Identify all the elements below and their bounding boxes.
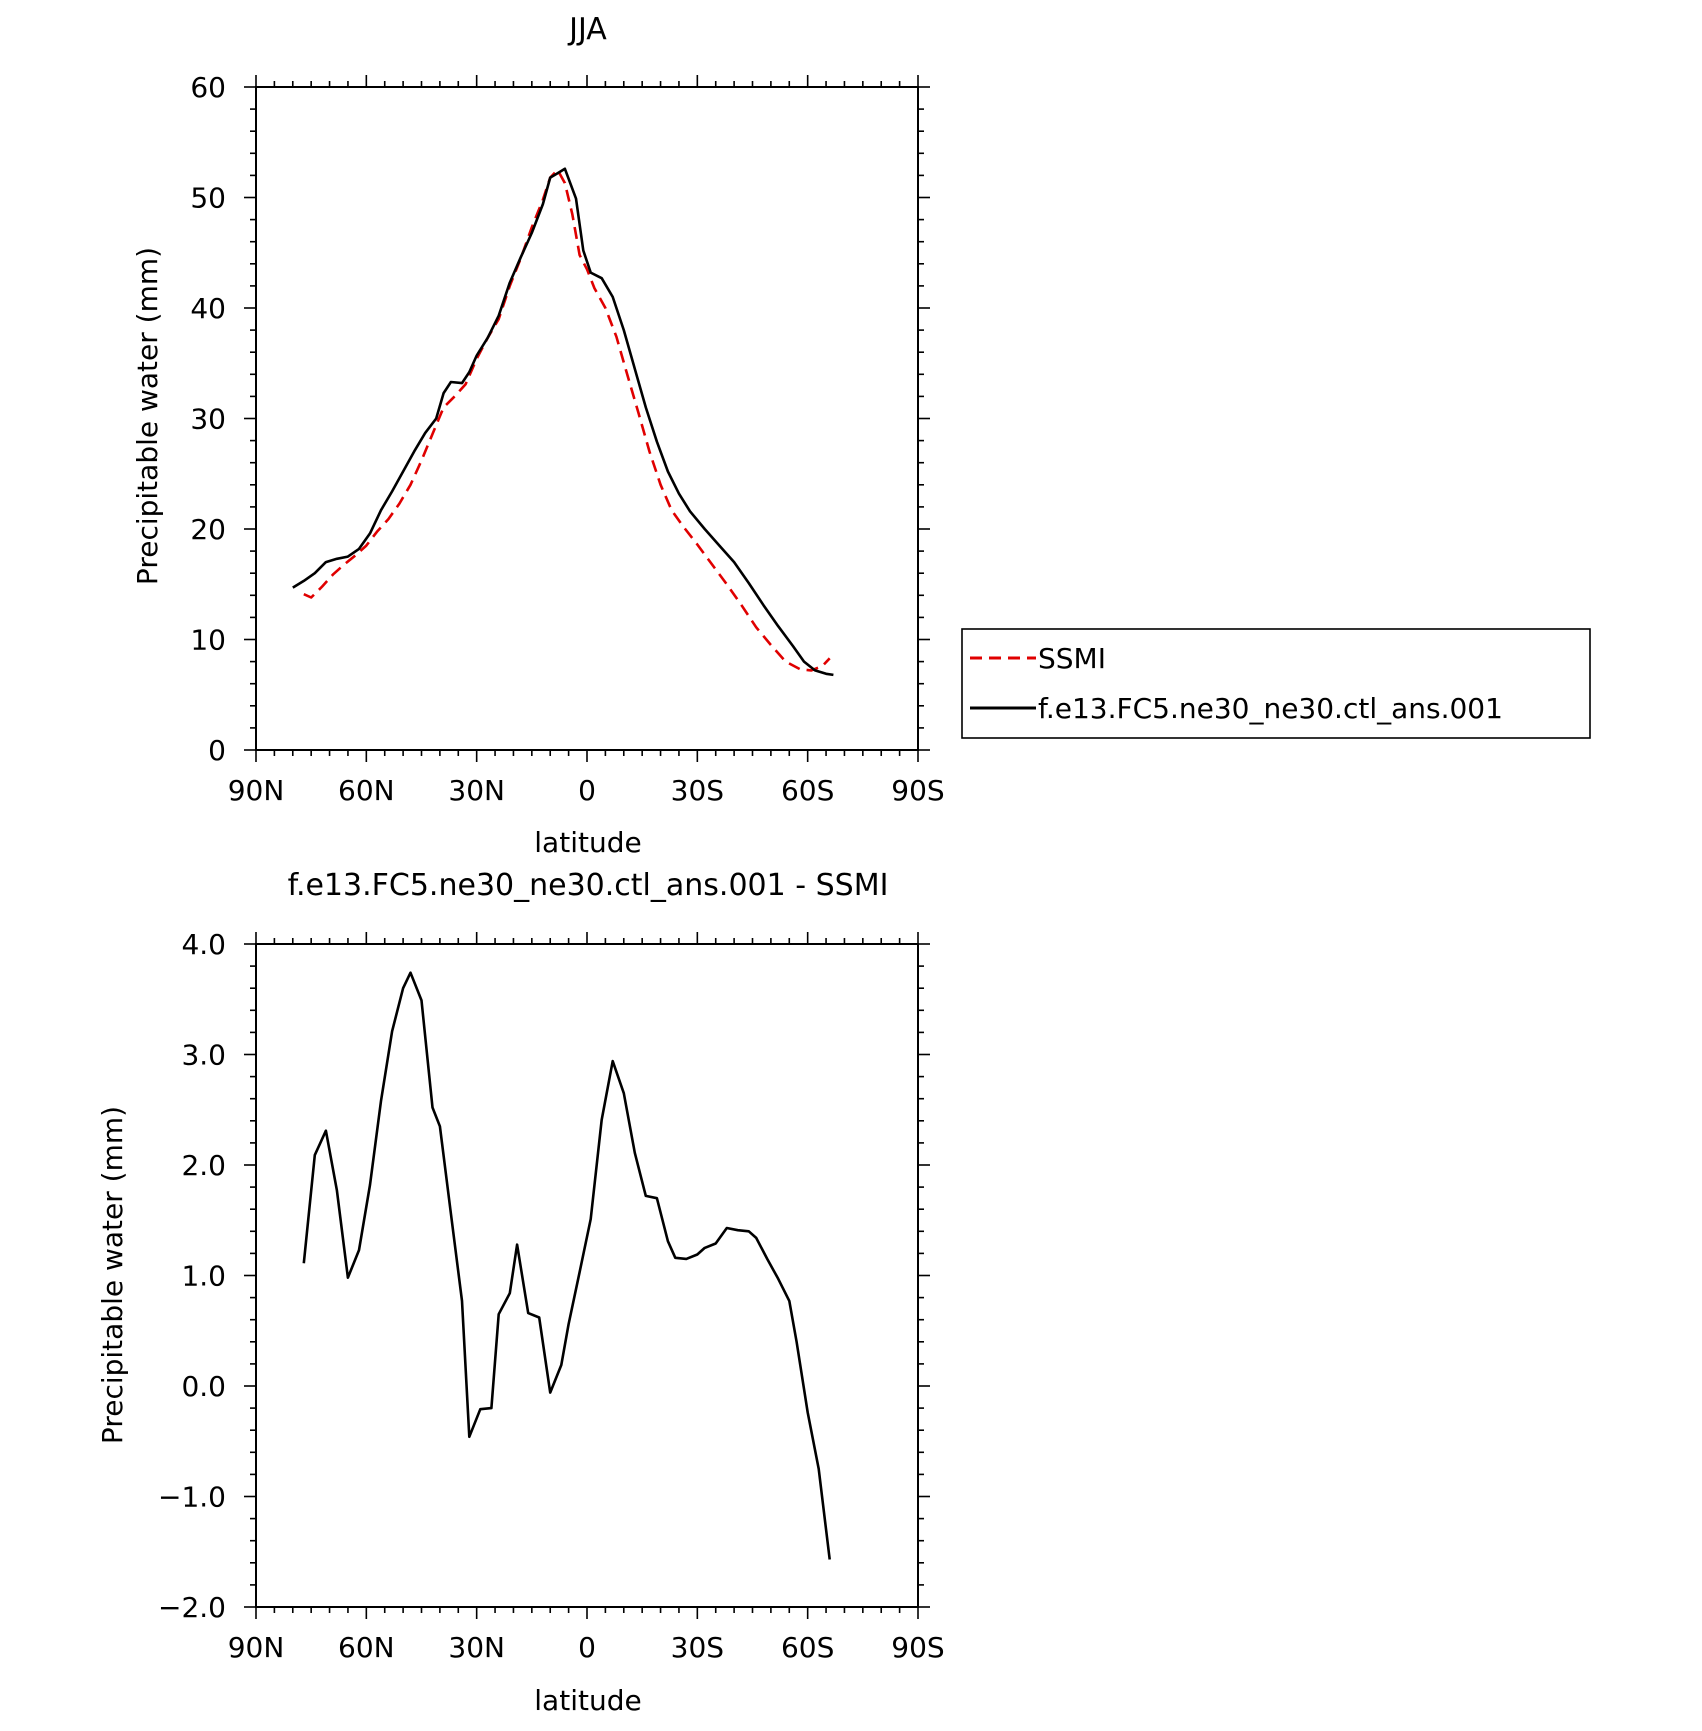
x-tick-label: 60S	[781, 774, 834, 807]
x-tick-label: 30S	[671, 1631, 724, 1664]
y-tick-label: −1.0	[158, 1481, 226, 1514]
legend-label-ssmi: SSMI	[1038, 642, 1106, 675]
x-tick-label: 30N	[448, 1631, 505, 1664]
y-tick-label: 0	[208, 734, 226, 767]
x-tick-label: 60S	[781, 1631, 834, 1664]
top-chart: JJA 90N 60N 30N 0 30S 60S 90S 0 10 20 30 40 50 60 lat…	[131, 12, 945, 859]
y-tick-label: 3.0	[181, 1039, 226, 1072]
y-tick-label: −2.0	[158, 1591, 226, 1624]
plot-frame	[255, 86, 919, 751]
y-tick-label: 1.0	[181, 1260, 226, 1293]
bottom-chart-title: f.e13.FC5.ne30_ne30.ctl_ans.001 - SSMI	[288, 868, 889, 903]
x-tick-label: 90N	[228, 774, 285, 807]
legend-label-model: f.e13.FC5.ne30_ne30.ctl_ans.001	[1038, 692, 1503, 725]
y-tick-label: 40	[190, 292, 226, 325]
y-tick-label: 60	[190, 71, 226, 104]
top-chart-ylabel: Precipitable water (mm)	[131, 247, 164, 585]
x-tick-label: 90N	[228, 1631, 285, 1664]
x-tick-label: 90S	[891, 1631, 944, 1664]
x-tick-label: 30S	[671, 774, 724, 807]
y-tick-label: 0.0	[181, 1370, 226, 1403]
y-tick-label: 30	[190, 403, 226, 436]
series-line-0	[303, 168, 831, 672]
bottom-chart-ylabel: Precipitable water (mm)	[96, 1106, 129, 1444]
x-tick-label: 90S	[891, 774, 944, 807]
x-tick-label: 0	[578, 774, 596, 807]
top-chart-title: JJA	[567, 12, 607, 47]
plot-frame	[255, 943, 919, 1608]
y-tick-label: 4.0	[181, 928, 226, 961]
series-line-1	[292, 167, 834, 677]
legend: SSMI f.e13.FC5.ne30_ne30.ctl_ans.001	[961, 628, 1591, 739]
y-tick-label: 10	[190, 624, 226, 657]
y-tick-label: 50	[190, 182, 226, 215]
x-tick-label: 30N	[448, 774, 505, 807]
y-tick-label: 20	[190, 513, 226, 546]
x-tick-label: 0	[578, 1631, 596, 1664]
bottom-chart: f.e13.FC5.ne30_ne30.ctl_ans.001 - SSMI 9…	[96, 868, 945, 1717]
y-tick-label: 2.0	[181, 1149, 226, 1182]
x-tick-label: 60N	[338, 1631, 395, 1664]
top-chart-xlabel: latitude	[534, 826, 641, 859]
bottom-chart-xlabel: latitude	[534, 1684, 641, 1717]
series-line-0	[302, 971, 831, 1560]
x-tick-label: 60N	[338, 774, 395, 807]
legend-box	[961, 628, 1591, 739]
